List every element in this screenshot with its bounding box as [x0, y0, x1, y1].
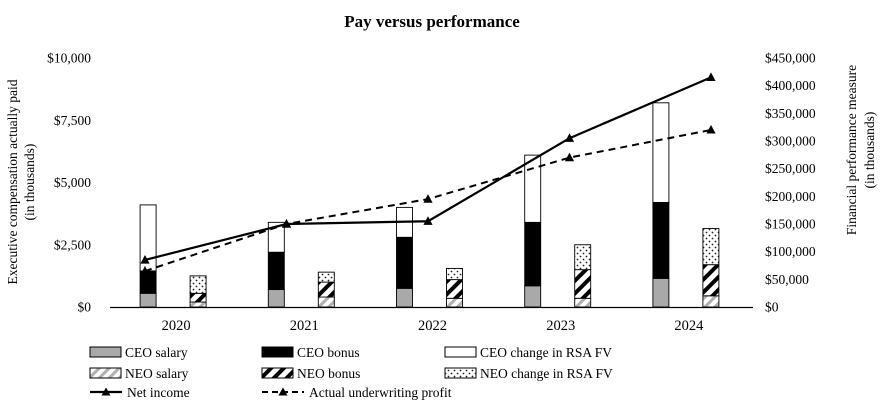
- legend-label-underwriting-profit: Actual underwriting profit: [309, 385, 452, 400]
- bar-segment-neo-3-bold-diagonal-stripes: [574, 269, 592, 299]
- bar-segment-neo-3-light-diagonal-stripes: [574, 297, 592, 308]
- bar-segment-ceo-1-solid-gray: [267, 289, 285, 308]
- legend-item-ceo-bonus: CEO bonus: [261, 345, 360, 360]
- bar-segment-ceo-3-solid-black: [524, 221, 542, 287]
- net-income-line: [144, 76, 712, 262]
- net-income-marker-2024: [706, 72, 716, 81]
- legend-swatch-neo-bonus: [261, 367, 294, 379]
- actual-underwriting-profit-marker-2024: [706, 124, 716, 134]
- legend-label-neo-change-rsa: NEO change in RSA FV: [480, 366, 613, 381]
- left-axis-tick-1: $2,500: [54, 237, 91, 252]
- legend-label-neo-salary: NEO salary: [125, 366, 189, 381]
- bar-segment-neo-1-dots: [317, 271, 335, 283]
- x-axis-label-2023: 2023: [546, 318, 575, 334]
- bar-segment-neo-1-light-diagonal-stripes: [317, 296, 335, 308]
- right-axis-tick-4: $200,000: [765, 189, 816, 204]
- bar-segment-neo-0-dots: [189, 275, 207, 294]
- left-axis-tick-0: $0: [78, 300, 92, 315]
- bar-segment-ceo-4-solid-black: [652, 201, 670, 279]
- net-income-marker-2020: [140, 254, 150, 264]
- legend-marker-underwriting-profit-triangle-icon: [278, 387, 288, 396]
- bar-segment-ceo-1-white-outline: [267, 221, 285, 253]
- bar-segment-ceo-2-solid-gray: [396, 287, 413, 308]
- right-axis-tick-labels: $0 $50,000 $100,000 $150,000 $200,000 $250,00…: [765, 51, 816, 315]
- bar-segment-neo-0-light-diagonal-stripes: [189, 301, 207, 308]
- legend-label-ceo-bonus: CEO bonus: [297, 345, 360, 360]
- left-axis-tick-3: $7,500: [54, 113, 91, 128]
- bar-segment-ceo-1-solid-black: [267, 251, 285, 291]
- bar-segment-ceo-3-solid-gray: [524, 285, 542, 308]
- left-axis-title: Executive compensation actually paid (in…: [5, 79, 37, 284]
- legend-item-neo-bonus: NEO bonus: [261, 366, 360, 381]
- right-axis-tick-1: $50,000: [765, 272, 809, 287]
- bar-segment-neo-2-bold-diagonal-stripes: [446, 279, 463, 299]
- line-series-layer: [140, 72, 716, 275]
- bar-segment-neo-0-bold-diagonal-stripes: [189, 292, 207, 303]
- right-axis-tick-9: $450,000: [765, 51, 816, 66]
- bar-segment-neo-4-light-diagonal-stripes: [702, 295, 720, 308]
- x-axis-category-labels: 2020 2021 2022 2023 2024: [162, 318, 705, 334]
- x-axis-label-2020: 2020: [162, 318, 191, 334]
- right-axis-tick-5: $250,000: [765, 161, 816, 176]
- bar-segment-neo-4-bold-diagonal-stripes: [702, 264, 720, 297]
- legend-swatch-neo-change-rsa: [444, 367, 477, 379]
- right-axis-tick-8: $400,000: [765, 78, 816, 93]
- bar-segment-neo-2-dots: [446, 267, 463, 281]
- right-axis-title: Financial performance measure (in thousa…: [844, 65, 877, 235]
- bar-segment-neo-1-bold-diagonal-stripes: [317, 281, 335, 298]
- right-axis-tick-3: $150,000: [765, 217, 816, 232]
- legend-swatch-ceo-bonus: [261, 346, 294, 358]
- legend-item-ceo-salary: CEO salary: [89, 345, 188, 360]
- x-axis-label-2021: 2021: [290, 318, 319, 334]
- legend-label-net-income: Net income: [127, 385, 190, 400]
- right-axis-tick-2: $100,000: [765, 244, 816, 259]
- bar-segment-neo-3-dots: [574, 244, 592, 271]
- actual-underwriting-profit-marker-2020: [140, 266, 150, 275]
- left-axis-tick-labels: $0 $2,500 $5,000 $7,500 $10,000: [47, 51, 91, 315]
- legend-item-net-income: Net income: [90, 385, 190, 400]
- right-axis-tick-0: $0: [765, 300, 779, 315]
- bar-segment-neo-4-dots: [702, 228, 720, 266]
- right-axis-title-line2: (in thousands): [862, 112, 877, 189]
- net-income-marker-2022: [423, 216, 433, 225]
- legend-label-neo-bonus: NEO bonus: [297, 366, 360, 381]
- bar-segment-ceo-2-solid-black: [396, 236, 413, 289]
- legend-swatch-ceo-salary: [89, 346, 122, 358]
- x-axis-label-2024: 2024: [674, 318, 704, 334]
- actual-underwriting-profit-marker-2022: [423, 194, 433, 203]
- bar-segment-ceo-4-solid-gray: [652, 277, 670, 308]
- legend-item-neo-change-rsa: NEO change in RSA FV: [444, 366, 613, 381]
- bar-segment-ceo-3-white-outline: [524, 154, 542, 223]
- legend-item-actual-underwriting-profit: Actual underwriting profit: [262, 385, 452, 400]
- actual-underwriting-profit-marker-2021: [281, 219, 292, 228]
- legend-item-neo-salary: NEO salary: [89, 366, 189, 381]
- legend-marker-net-income-triangle-icon: [101, 387, 111, 396]
- legend-item-ceo-change-rsa: CEO change in RSA FV: [444, 345, 612, 360]
- bar-segment-ceo-0-solid-gray: [139, 292, 157, 308]
- right-axis-title-line1: Financial performance measure: [844, 65, 859, 235]
- x-axis-label-2022: 2022: [418, 318, 447, 334]
- legend-swatch-ceo-change-rsa: [444, 346, 477, 358]
- right-axis-tick-6: $300,000: [765, 134, 816, 149]
- left-axis-title-line2: (in thousands): [22, 144, 37, 221]
- actual-underwriting-profit-marker-2023: [564, 152, 575, 162]
- left-axis-tick-2: $5,000: [54, 175, 91, 190]
- left-axis-tick-4: $10,000: [47, 51, 91, 66]
- bar-segment-ceo-4-white-outline: [652, 102, 670, 203]
- bar-segment-neo-2-light-diagonal-stripes: [446, 297, 463, 308]
- left-axis-title-line1: Executive compensation actually paid: [5, 79, 20, 284]
- stacked-bars-layer: [139, 102, 720, 308]
- right-axis-tick-7: $350,000: [765, 106, 816, 121]
- legend-swatch-neo-salary: [89, 367, 122, 379]
- legend-label-ceo-salary: CEO salary: [125, 345, 188, 360]
- legend-label-ceo-change-rsa: CEO change in RSA FV: [480, 345, 612, 360]
- net-income-marker-2023: [564, 133, 575, 142]
- chart-title: Pay versus performance: [344, 12, 520, 31]
- chart-legend: CEO salary CEO bonus CEO change in RSA F…: [89, 345, 613, 400]
